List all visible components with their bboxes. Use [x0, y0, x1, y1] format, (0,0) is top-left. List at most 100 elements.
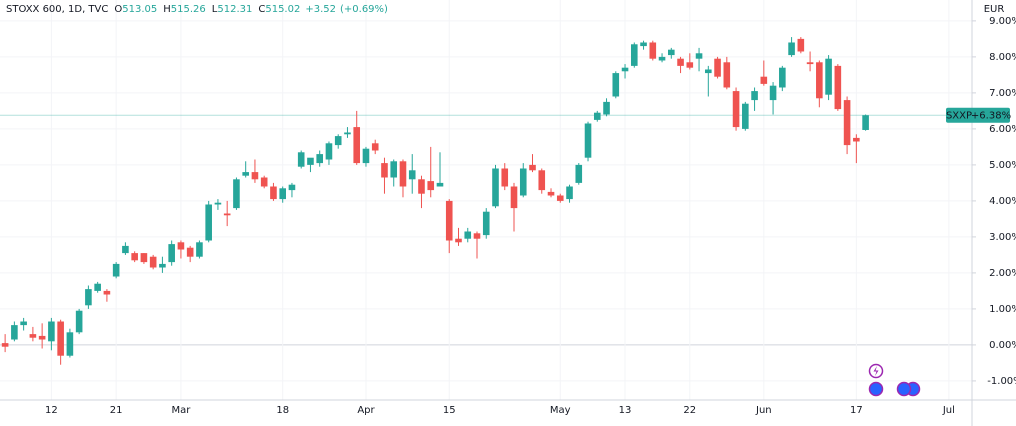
candle-body: [705, 69, 712, 74]
candle-body: [593, 112, 601, 120]
x-tick-label: Jul: [942, 405, 955, 416]
candle-body: [742, 103, 749, 129]
candle-body: [816, 62, 823, 99]
y-tick-label: 6.00%: [989, 124, 1016, 135]
candle-body: [482, 211, 490, 236]
candle-body: [38, 335, 46, 340]
lightning-icon: [873, 366, 879, 376]
candle-body: [85, 289, 92, 306]
ohlc-value: 513.05: [122, 4, 157, 15]
candle-body: [455, 238, 462, 243]
candle-body: [20, 321, 27, 326]
ohlc-label: L: [212, 4, 218, 15]
candle-body: [279, 188, 286, 200]
y-tick-label: 9.00%: [989, 16, 1016, 27]
candle-body: [307, 157, 314, 165]
x-tick-label: 22: [683, 405, 696, 416]
x-tick-label: May: [550, 405, 571, 416]
candle-body: [223, 213, 231, 216]
x-tick-label: 18: [276, 405, 289, 416]
candle-body: [196, 242, 203, 257]
x-tick-label: 15: [443, 405, 456, 416]
y-tick-label: 8.00%: [989, 52, 1016, 63]
candle-body: [205, 204, 212, 241]
candle-body: [677, 58, 684, 66]
candle-body: [399, 161, 407, 187]
candle-body: [566, 186, 573, 200]
event-icon[interactable]: [896, 381, 912, 397]
candle-body: [260, 177, 268, 187]
symbol-title: STOXX 600, 1D, TVC: [6, 4, 108, 15]
change: +3.52: [305, 4, 336, 15]
candle-body: [510, 186, 518, 209]
event-icon[interactable]: [868, 381, 884, 397]
candle-body: [75, 310, 83, 333]
y-tick-label: 5.00%: [989, 160, 1016, 171]
candle-body: [853, 137, 860, 142]
y-tick-label: 1.00%: [989, 304, 1016, 315]
y-tick-label: 7.00%: [989, 88, 1016, 99]
candle-body: [667, 49, 675, 56]
candle-body: [547, 191, 555, 196]
candle-body: [66, 332, 74, 356]
candle-body: [159, 263, 166, 268]
candle-body: [214, 202, 222, 205]
candle-body: [621, 67, 629, 72]
candle-body: [362, 148, 370, 164]
candle-body: [436, 182, 444, 187]
change-pct: (+0.69%): [340, 4, 388, 15]
candle-body: [122, 245, 129, 254]
candle-body: [48, 321, 55, 342]
candle-body: [334, 136, 342, 146]
candle-body: [418, 179, 425, 194]
y-tick-label: 0.00%: [989, 340, 1016, 351]
candle-body: [806, 62, 814, 65]
candle-body: [529, 164, 536, 171]
ohlc-label: O: [114, 4, 122, 15]
candle-body: [649, 42, 657, 59]
y-tick-label: -1.00%: [987, 376, 1016, 387]
candle-body: [630, 44, 638, 66]
candle-body: [473, 233, 481, 239]
candle-body: [11, 325, 18, 340]
ohlc-value: 515.02: [265, 4, 300, 15]
ohlc-label: C: [258, 4, 265, 15]
candle-body: [149, 256, 157, 268]
candle-body: [538, 170, 546, 191]
price-label-value: +6.38%: [971, 111, 1011, 122]
candle-body: [297, 152, 305, 167]
candle-body: [695, 53, 703, 59]
candle-body: [584, 123, 592, 158]
candle-body: [353, 127, 361, 164]
candle-body: [501, 168, 509, 187]
candle-body: [603, 101, 610, 115]
header: STOXX 600, 1D, TVC O513.05 H515.26 L512.31 C…: [6, 4, 388, 15]
candle-body: [186, 247, 194, 257]
candle-body: [834, 65, 842, 110]
price-label-symbol: SXXP: [946, 111, 972, 122]
candle-body: [168, 244, 175, 263]
x-tick-label: Jun: [755, 405, 772, 416]
candle-body: [408, 170, 416, 180]
x-tick-label: 21: [110, 405, 123, 416]
candle-body: [242, 172, 249, 176]
candle-body: [371, 143, 379, 151]
candle-body: [288, 184, 296, 191]
x-tick-label: 13: [619, 405, 632, 416]
candle-body: [270, 186, 277, 200]
y-tick-label: 2.00%: [989, 268, 1016, 279]
y-tick-label: 4.00%: [989, 196, 1016, 207]
candle-body: [492, 168, 499, 207]
candle-body: [714, 58, 721, 77]
candle-body: [325, 143, 333, 160]
x-tick-label: Apr: [357, 405, 375, 416]
candle-body: [751, 91, 758, 101]
candle-body: [464, 231, 472, 239]
candle-body: [57, 321, 64, 356]
candle-body: [177, 242, 185, 250]
candle-body: [612, 73, 620, 97]
candle-body: [769, 85, 777, 101]
candle-body: [103, 290, 111, 295]
candle-body: [344, 132, 351, 135]
candle-body: [233, 179, 240, 209]
